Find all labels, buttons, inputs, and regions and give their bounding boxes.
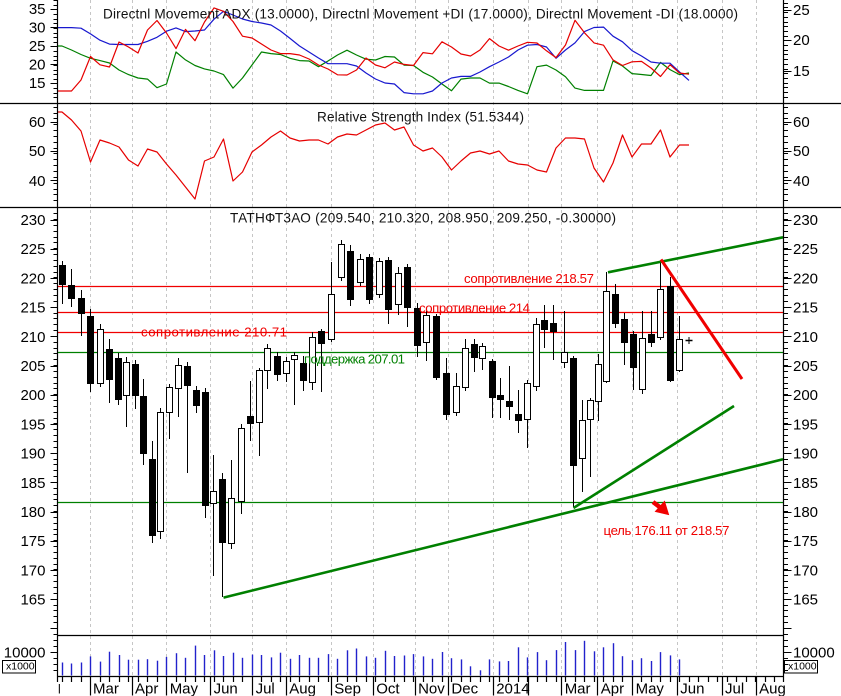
svg-text:Jul: Jul: [725, 681, 744, 696]
svg-text:220: 220: [793, 270, 818, 287]
svg-text:170: 170: [20, 562, 45, 579]
svg-text:185: 185: [793, 475, 818, 492]
svg-text:175: 175: [20, 533, 45, 550]
svg-text:225: 225: [793, 241, 818, 258]
svg-text:цель 176.11 от 218.57: цель 176.11 от 218.57: [604, 523, 730, 538]
svg-text:Relative Strength Index (51.53: Relative Strength Index (51.5344): [317, 110, 524, 125]
svg-text:Jun: Jun: [214, 681, 238, 696]
svg-text:10000: 10000: [4, 645, 46, 662]
svg-text:Aug: Aug: [759, 681, 786, 696]
svg-text:May: May: [636, 681, 665, 696]
svg-text:x1000: x1000: [788, 661, 817, 673]
svg-text:40: 40: [29, 173, 46, 190]
svg-text:Aug: Aug: [289, 681, 316, 696]
svg-text:40: 40: [793, 173, 810, 190]
svg-text:сопротивление 214: сопротивление 214: [419, 300, 530, 315]
svg-text:230: 230: [793, 212, 818, 229]
svg-text:поддержка 207.01: поддержка 207.01: [304, 351, 405, 366]
svg-text:210: 210: [793, 329, 818, 346]
svg-text:225: 225: [20, 241, 45, 258]
svg-text:175: 175: [793, 533, 818, 550]
svg-text:x1000: x1000: [6, 661, 35, 673]
svg-text:60: 60: [793, 114, 810, 131]
svg-text:сопротивление 218.57: сопротивление 218.57: [464, 271, 594, 286]
svg-text:180: 180: [20, 504, 45, 521]
svg-text:165: 165: [20, 592, 45, 609]
svg-text:210: 210: [20, 329, 45, 346]
svg-text:195: 195: [793, 416, 818, 433]
svg-text:215: 215: [20, 300, 45, 317]
svg-text:185: 185: [20, 475, 45, 492]
svg-text:Apr: Apr: [601, 681, 624, 696]
svg-text:Jul: Jul: [256, 681, 275, 696]
svg-text:2014: 2014: [496, 681, 529, 696]
svg-text:10000: 10000: [793, 645, 835, 662]
svg-text:Nov: Nov: [418, 681, 445, 696]
svg-text:50: 50: [29, 143, 46, 160]
svg-text:25: 25: [29, 38, 46, 55]
svg-text:25: 25: [793, 2, 810, 19]
svg-text:15: 15: [793, 63, 810, 80]
svg-text:May: May: [170, 681, 199, 696]
svg-text:30: 30: [29, 20, 46, 37]
svg-text:ТАТНФТ3АО (209.540, 210.320, 2: ТАТНФТ3АО (209.540, 210.320, 208.950, 20…: [230, 211, 616, 226]
svg-text:Sep: Sep: [334, 681, 361, 696]
svg-text:165: 165: [793, 592, 818, 609]
svg-text:220: 220: [20, 270, 45, 287]
svg-text:60: 60: [29, 114, 46, 131]
svg-text:Directnl Movement ADX (13.0000: Directnl Movement ADX (13.0000), Directn…: [103, 7, 738, 22]
svg-text:215: 215: [793, 300, 818, 317]
svg-text:170: 170: [793, 562, 818, 579]
svg-text:20: 20: [793, 32, 810, 49]
svg-text:Dec: Dec: [451, 681, 478, 696]
svg-text:Oct: Oct: [376, 681, 400, 696]
svg-text:200: 200: [20, 387, 45, 404]
svg-text:230: 230: [20, 212, 45, 229]
svg-text:сопротивление 210.71: сопротивление 210.71: [141, 324, 287, 339]
svg-text:50: 50: [793, 143, 810, 160]
svg-text:20: 20: [29, 57, 46, 74]
svg-text:Mar: Mar: [93, 681, 119, 696]
svg-text:205: 205: [20, 358, 45, 375]
svg-text:Mar: Mar: [565, 681, 591, 696]
svg-text:180: 180: [793, 504, 818, 521]
svg-text:15: 15: [29, 75, 46, 92]
svg-text:200: 200: [793, 387, 818, 404]
svg-text:190: 190: [793, 446, 818, 463]
svg-text:Apr: Apr: [135, 681, 158, 696]
svg-text:195: 195: [20, 416, 45, 433]
svg-text:190: 190: [20, 446, 45, 463]
svg-text:205: 205: [793, 358, 818, 375]
svg-text:35: 35: [29, 1, 46, 18]
svg-text:Jun: Jun: [680, 681, 704, 696]
